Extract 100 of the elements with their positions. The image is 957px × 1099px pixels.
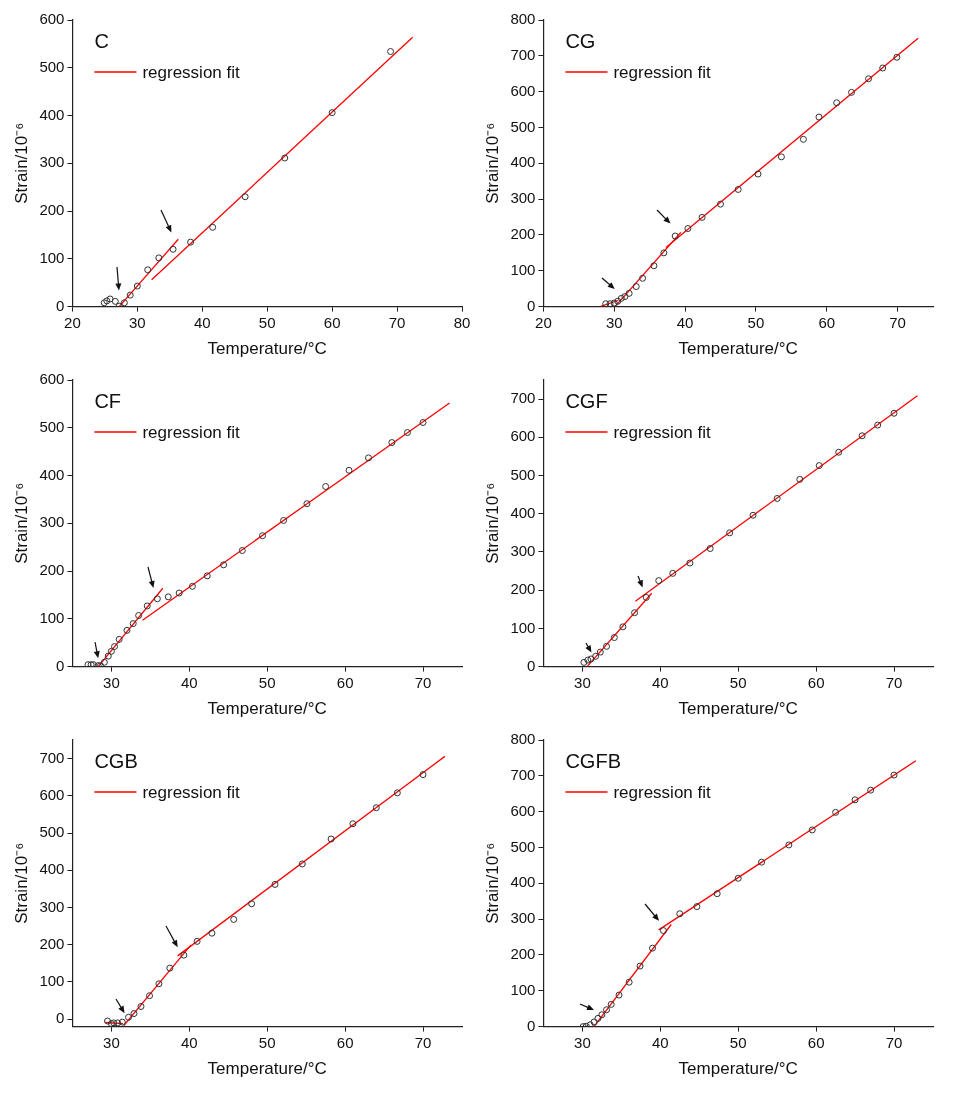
legend-label: regression fit (142, 423, 241, 442)
y-tick-label: 600 (39, 785, 65, 803)
legend-label: regression fit (613, 63, 712, 82)
x-tick-label: 30 (129, 313, 146, 331)
y-tick-label: 400 (510, 503, 536, 521)
y-axis-title: Strain/10⁻⁶ (11, 122, 31, 204)
legend-label: regression fit (142, 63, 241, 82)
y-tick-label: 400 (39, 105, 65, 123)
y-tick-label: 500 (39, 57, 65, 75)
y-tick-label: 800 (510, 730, 536, 748)
y-tick-label: 600 (510, 81, 536, 99)
y-tick-label: 300 (510, 542, 536, 560)
y-tick-label: 500 (510, 117, 536, 135)
x-tick-label: 20 (535, 313, 552, 331)
y-tick-label: 700 (510, 45, 536, 63)
x-axis-title: Temperature/°C (207, 339, 327, 359)
x-tick-label: 60 (807, 673, 825, 691)
y-tick-label: 0 (527, 656, 536, 674)
y-tick-label: 400 (39, 860, 65, 878)
y-tick-label: 100 (39, 608, 65, 626)
y-tick-label: 0 (56, 1009, 65, 1027)
y-axis-title: Strain/10⁻⁶ (482, 842, 502, 924)
y-tick-label: 300 (39, 513, 65, 531)
x-tick-label: 60 (323, 313, 341, 331)
text: CGB (94, 750, 138, 772)
y-tick-label: 200 (510, 945, 536, 963)
x-tick-label: 40 (651, 673, 669, 691)
y-tick-label: 200 (510, 225, 536, 243)
y-tick-label: 700 (510, 765, 536, 783)
legend-label: regression fit (613, 783, 712, 802)
y-tick-label: 100 (510, 260, 536, 278)
x-tick-label: 40 (651, 1033, 669, 1051)
y-tick-label: 700 (39, 748, 65, 766)
y-tick-label: 200 (510, 580, 536, 598)
x-tick-label: 30 (605, 313, 623, 331)
x-tick-label: 60 (336, 673, 354, 691)
text: CGF (565, 390, 608, 412)
x-tick-label: 40 (676, 313, 694, 331)
y-axis-title: Strain/10⁻⁶ (482, 122, 502, 204)
y-tick-label: 300 (39, 897, 65, 915)
x-tick-label: 30 (574, 1033, 591, 1051)
x-tick-label: 40 (193, 313, 211, 331)
x-axis-title: Temperature/°C (207, 699, 327, 719)
x-tick-label: 20 (64, 313, 81, 331)
text: CGFB (565, 750, 621, 772)
y-tick-label: 200 (39, 561, 65, 579)
x-tick-label: 80 (453, 313, 471, 331)
y-tick-label: 100 (39, 972, 65, 990)
text: CF (94, 390, 122, 412)
x-tick-label: 40 (180, 1033, 198, 1051)
x-tick-label: 60 (807, 1033, 825, 1051)
x-tick-label: 30 (103, 1033, 120, 1051)
text: C (94, 30, 109, 52)
y-tick-label: 500 (39, 417, 65, 435)
x-tick-label: 70 (885, 673, 903, 691)
y-tick-label: 400 (39, 465, 65, 483)
y-tick-label: 300 (510, 909, 536, 927)
y-tick-label: 100 (510, 618, 536, 636)
y-tick-label: 0 (527, 296, 536, 314)
x-tick-label: 60 (336, 1033, 354, 1051)
x-tick-label: 70 (889, 313, 906, 331)
x-tick-label: 30 (574, 673, 591, 691)
x-tick-label: 60 (818, 313, 836, 331)
y-tick-label: 500 (510, 837, 536, 855)
y-axis-title: Strain/10⁻⁶ (11, 842, 31, 924)
y-tick-label: 0 (56, 296, 65, 314)
y-tick-label: 500 (510, 465, 536, 483)
y-tick-label: 200 (39, 934, 65, 952)
x-tick-label: 70 (414, 673, 432, 691)
x-tick-label: 50 (747, 313, 765, 331)
legend-label: regression fit (613, 423, 712, 442)
x-tick-label: 50 (258, 313, 276, 331)
y-axis-title: Strain/10⁻⁶ (482, 482, 502, 564)
x-tick-label: 70 (885, 1033, 903, 1051)
y-tick-label: 300 (510, 189, 536, 207)
y-tick-label: 400 (510, 153, 536, 171)
y-tick-label: 200 (39, 201, 65, 219)
y-tick-label: 600 (39, 370, 65, 388)
x-axis-title: Temperature/°C (207, 1059, 327, 1079)
text: CG (565, 30, 596, 52)
y-axis-title: Strain/10⁻⁶ (11, 482, 31, 564)
x-tick-label: 70 (414, 1033, 432, 1051)
x-tick-label: 50 (258, 1033, 276, 1051)
y-tick-label: 700 (510, 389, 536, 407)
x-tick-label: 40 (180, 673, 198, 691)
y-tick-label: 0 (56, 656, 65, 674)
y-tick-label: 400 (510, 873, 536, 891)
x-axis-title: Temperature/°C (678, 1059, 798, 1079)
legend-label: regression fit (142, 783, 241, 802)
y-tick-label: 600 (510, 801, 536, 819)
x-tick-label: 50 (729, 673, 747, 691)
y-tick-label: 0 (527, 1016, 536, 1034)
x-tick-label: 50 (729, 1033, 747, 1051)
y-tick-label: 800 (510, 10, 536, 28)
x-tick-label: 70 (388, 313, 406, 331)
y-tick-label: 500 (39, 823, 65, 841)
x-axis-title: Temperature/°C (678, 339, 798, 359)
x-tick-label: 30 (103, 673, 120, 691)
y-tick-label: 600 (39, 10, 65, 28)
y-tick-label: 100 (39, 248, 65, 266)
